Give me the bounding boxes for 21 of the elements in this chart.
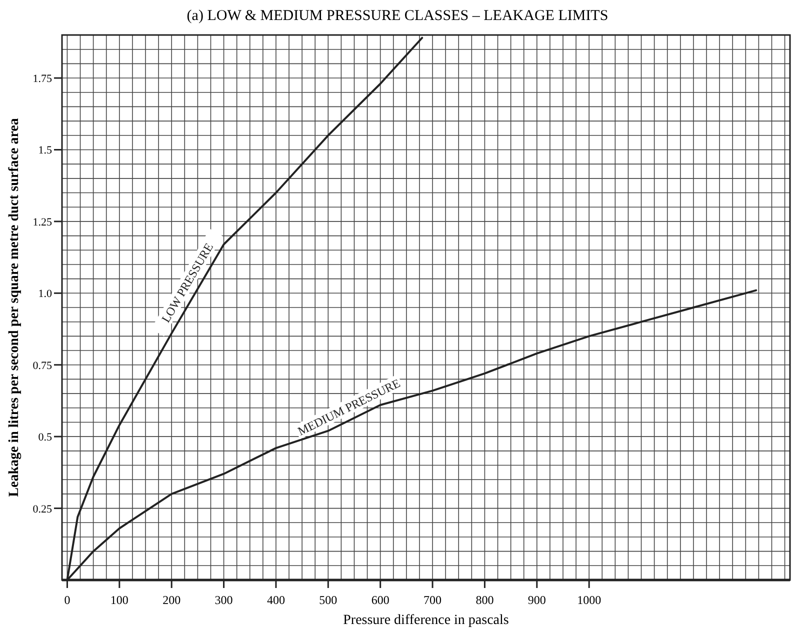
x-tick-label: 300	[214, 593, 233, 607]
x-tick-label: 800	[476, 593, 494, 607]
y-tick-label: 0.75	[32, 360, 52, 372]
x-tick-label: 200	[162, 593, 181, 607]
x-tick-label: 700	[424, 593, 442, 607]
y-tick-label: 1.0	[38, 288, 52, 300]
y-tick-label: 1.5	[38, 144, 52, 157]
x-axis-title: Pressure difference in pascals	[343, 613, 509, 628]
y-axis-title: Leakage in litres per second per square metre duct surface area	[7, 118, 22, 497]
y-tick-label: 0.25	[32, 503, 52, 516]
x-tick-label: 400	[266, 593, 285, 607]
y-tick-label: 0.5	[38, 432, 52, 444]
x-tick-label: 600	[371, 593, 390, 607]
y-tick-label: 1.25	[32, 216, 52, 228]
x-tick-label: 100	[110, 593, 128, 607]
x-tick-label: 1000	[577, 593, 602, 607]
x-tick-label: 500	[319, 593, 338, 607]
y-tick-label: 1.75	[32, 73, 52, 86]
x-tick-label: 900	[528, 593, 546, 607]
chart-title: (a) LOW & MEDIUM PRESSURE CLASSES – LEAKAGE LIMITS	[186, 8, 608, 24]
x-tick-label: 0	[64, 593, 70, 607]
